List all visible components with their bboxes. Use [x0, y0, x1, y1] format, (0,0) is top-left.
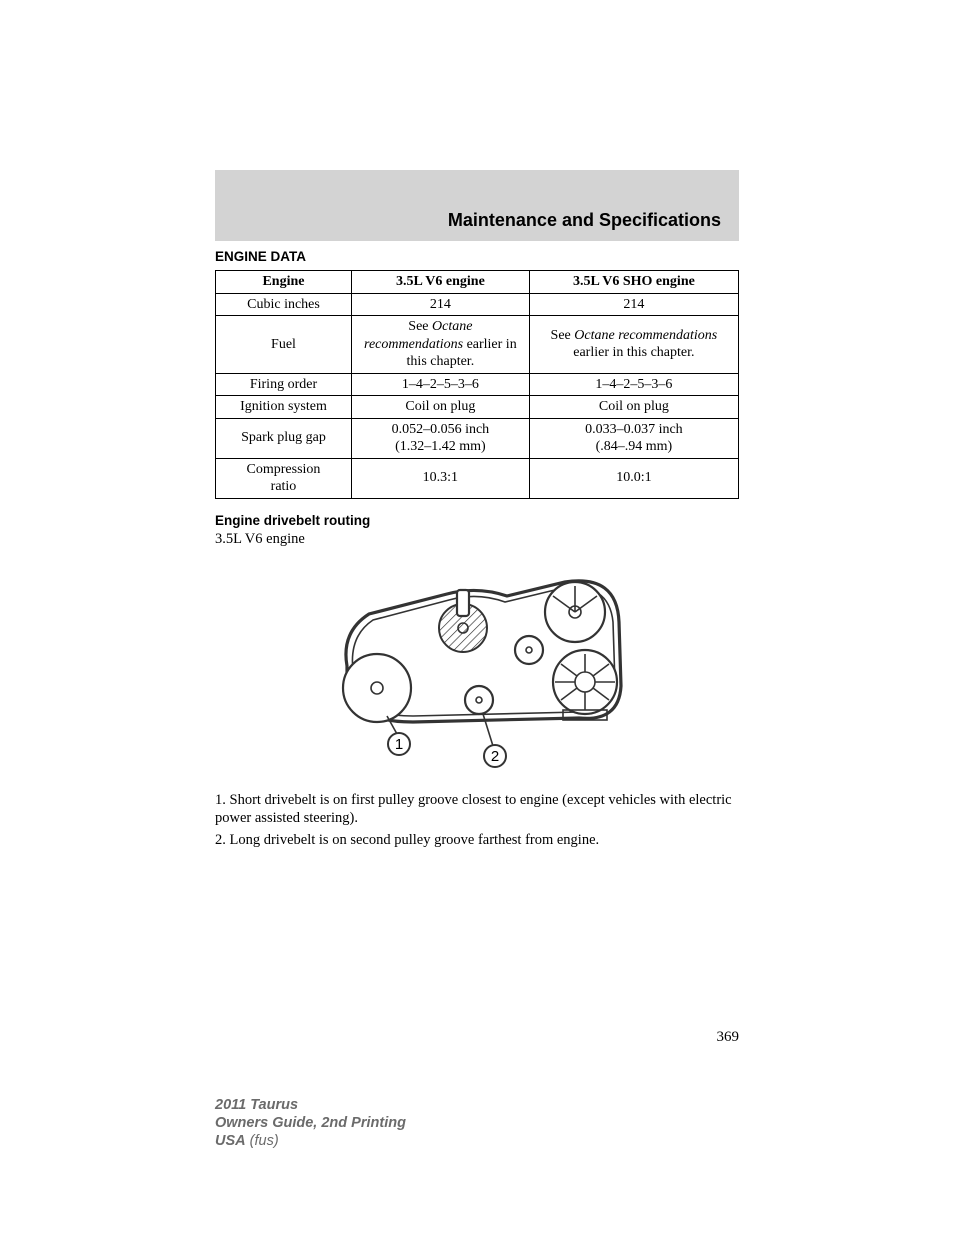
document-footer: 2011 Taurus Owners Guide, 2nd Printing U…: [215, 1096, 406, 1150]
row-label: Spark plug gap: [216, 418, 352, 458]
section-header-title: Maintenance and Specifications: [233, 210, 721, 231]
cell-sho: 214: [529, 293, 738, 316]
row-label: Firing order: [216, 373, 352, 396]
pulley-2: [465, 686, 493, 714]
engine-data-heading: ENGINE DATA: [215, 249, 739, 264]
row-label: Ignition system: [216, 396, 352, 419]
engine-data-table: Engine 3.5L V6 engine 3.5L V6 SHO engine…: [215, 270, 739, 499]
th-v6: 3.5L V6 engine: [351, 271, 529, 294]
cell-v6: 0.052–0.056 inch (1.32–1.42 mm): [351, 418, 529, 458]
pulley-1: [343, 654, 411, 722]
drivebelt-engine-label: 3.5L V6 engine: [215, 530, 739, 548]
table-row: Firing order 1–4–2–5–3–6 1–4–2–5–3–6: [216, 373, 739, 396]
table-row: Fuel See Octane recommendations earlier …: [216, 316, 739, 374]
drivebelt-heading: Engine drivebelt routing: [215, 513, 739, 528]
tensioner-arm: [457, 590, 469, 616]
table-header-row: Engine 3.5L V6 engine 3.5L V6 SHO engine: [216, 271, 739, 294]
cell-sho: 10.0:1: [529, 458, 738, 498]
footer-line-1: 2011 Taurus: [215, 1096, 406, 1114]
drivebelt-diagram: 1 2: [215, 566, 739, 781]
th-engine: Engine: [216, 271, 352, 294]
footer-line-3: USA (fus): [215, 1132, 406, 1150]
table-row: Cubic inches 214 214: [216, 293, 739, 316]
row-label: Compression ratio: [216, 458, 352, 498]
callout-2-text: 2: [491, 748, 499, 765]
cell-sho: Coil on plug: [529, 396, 738, 419]
section-header-bar: Maintenance and Specifications: [215, 170, 739, 241]
drivebelt-note-2: 2. Long drivebelt is on second pulley gr…: [215, 831, 739, 849]
cell-sho: 1–4–2–5–3–6: [529, 373, 738, 396]
row-label: Fuel: [216, 316, 352, 374]
callout-1-text: 1: [395, 736, 403, 753]
cell-v6: Coil on plug: [351, 396, 529, 419]
cell-sho: 0.033–0.037 inch (.84–.94 mm): [529, 418, 738, 458]
page-number: 369: [215, 1029, 739, 1046]
table-row: Spark plug gap 0.052–0.056 inch (1.32–1.…: [216, 418, 739, 458]
pulley-4: [515, 636, 543, 664]
table-row: Compression ratio 10.3:1 10.0:1: [216, 458, 739, 498]
th-sho: 3.5L V6 SHO engine: [529, 271, 738, 294]
drivebelt-svg: 1 2: [317, 566, 637, 776]
cell-v6: 1–4–2–5–3–6: [351, 373, 529, 396]
table-row: Ignition system Coil on plug Coil on plu…: [216, 396, 739, 419]
cell-v6: See Octane recommendations earlier in th…: [351, 316, 529, 374]
cell-v6: 10.3:1: [351, 458, 529, 498]
drivebelt-note-1: 1. Short drivebelt is on first pulley gr…: [215, 791, 739, 827]
cell-v6: 214: [351, 293, 529, 316]
document-page: Maintenance and Specifications ENGINE DA…: [0, 0, 954, 1235]
cell-sho: See Octane recommendations earlier in th…: [529, 316, 738, 374]
footer-line-2: Owners Guide, 2nd Printing: [215, 1114, 406, 1132]
row-label: Cubic inches: [216, 293, 352, 316]
